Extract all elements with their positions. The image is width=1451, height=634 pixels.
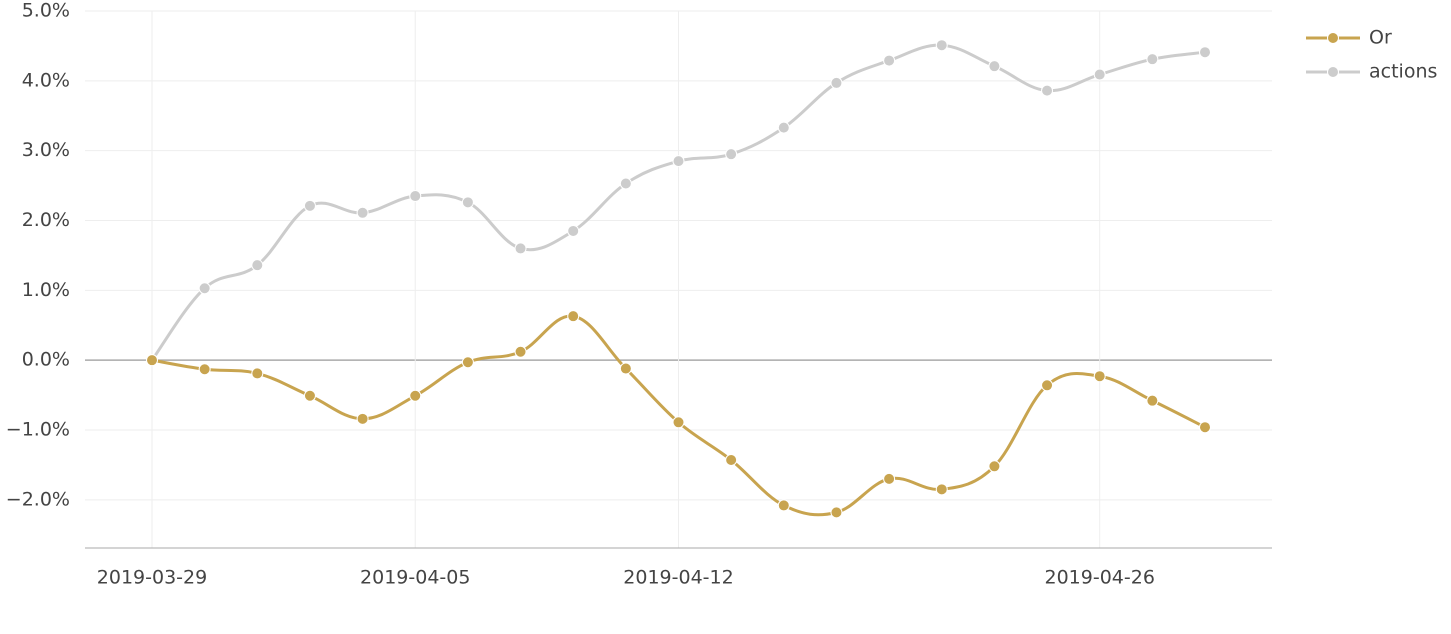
data-point [1146, 394, 1159, 407]
data-point [883, 54, 896, 67]
x-tick-label: 2019-04-05 [360, 567, 470, 589]
data-point [619, 177, 632, 190]
data-point [1146, 53, 1159, 66]
data-point [251, 259, 264, 272]
legend-label: Or [1369, 27, 1392, 49]
data-point [883, 472, 896, 485]
y-tick-label: 2.0% [22, 209, 70, 231]
data-point [1199, 421, 1211, 434]
data-point [935, 483, 948, 496]
data-point [672, 416, 685, 429]
legend-label: actions [1369, 61, 1437, 83]
data-point [567, 224, 580, 237]
data-point [988, 460, 1001, 473]
data-point [1199, 46, 1211, 59]
data-point [409, 389, 422, 402]
data-point [514, 345, 527, 358]
data-point [725, 148, 738, 161]
legend-marker [1327, 66, 1339, 78]
y-tick-label: 5.0% [22, 0, 70, 22]
data-point [988, 60, 1001, 73]
data-point [409, 190, 422, 203]
y-tick-label: 1.0% [22, 279, 70, 301]
data-point [461, 356, 474, 369]
data-point [830, 506, 843, 519]
data-point [251, 367, 264, 380]
data-point [514, 242, 527, 255]
data-point [619, 362, 632, 375]
y-tick-label: 4.0% [22, 69, 70, 91]
data-point [935, 39, 948, 52]
data-point [1041, 84, 1054, 97]
y-tick-label: 3.0% [22, 139, 70, 161]
data-point [356, 412, 369, 425]
data-point [567, 310, 580, 323]
data-point [830, 76, 843, 89]
y-tick-label: −2.0% [6, 488, 70, 510]
data-point [1093, 370, 1106, 383]
x-tick-label: 2019-04-12 [623, 567, 733, 589]
data-point [1041, 379, 1054, 392]
data-point [777, 121, 790, 134]
data-point [146, 354, 158, 367]
data-point [461, 196, 474, 209]
data-point [725, 454, 738, 467]
data-point [198, 282, 211, 295]
y-tick-label: 0.0% [22, 349, 70, 371]
y-tick-label: −1.0% [6, 418, 70, 440]
legend-marker [1327, 32, 1339, 44]
data-point [356, 206, 369, 219]
x-tick-label: 2019-04-26 [1044, 567, 1154, 589]
data-point [303, 389, 316, 402]
data-point [198, 363, 211, 376]
data-point [303, 199, 316, 212]
data-point [777, 499, 790, 512]
data-point [672, 155, 685, 168]
x-tick-label: 2019-03-29 [97, 567, 207, 589]
data-point [1093, 68, 1106, 81]
